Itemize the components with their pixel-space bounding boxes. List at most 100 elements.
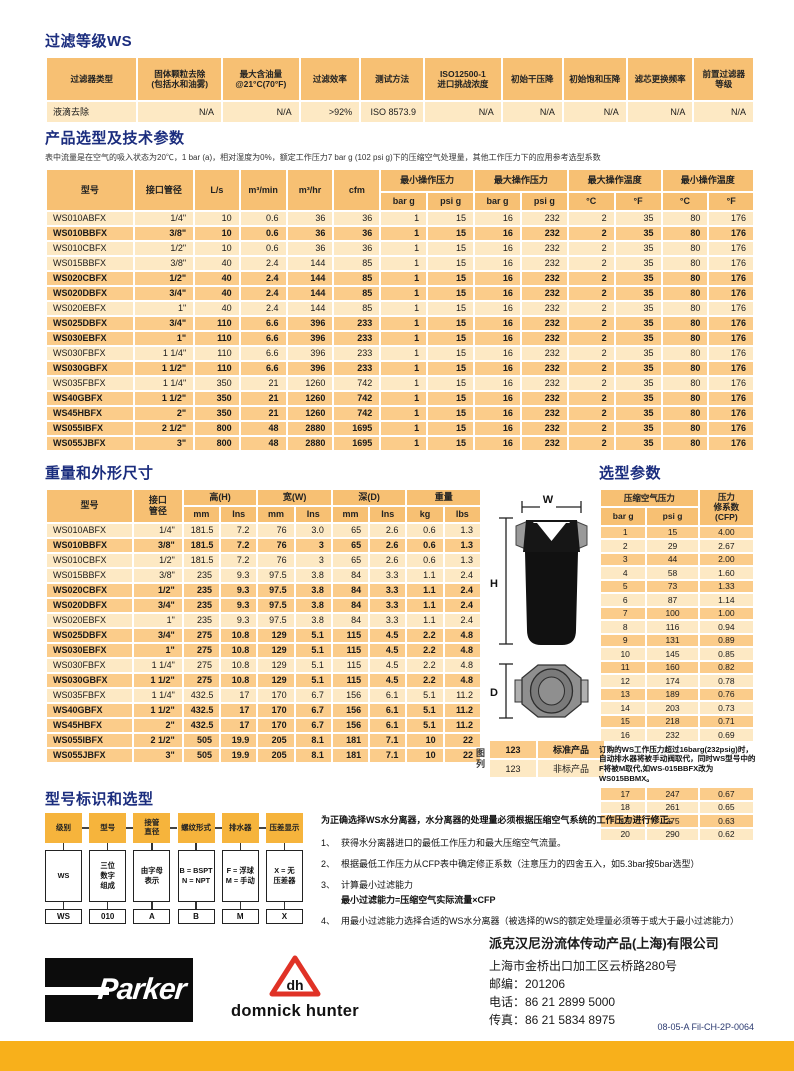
table-row: 20 290 0.62 [601, 828, 753, 840]
note-item-3: 3、 计算最小过滤能力 [321, 878, 759, 891]
table-cell: 3.8 [295, 613, 331, 627]
table-cell: 0.6 [407, 538, 443, 552]
table-cell: 176 [709, 347, 753, 360]
table-cell: 1 1/2" [134, 673, 182, 687]
table-cell: 0.85 [699, 648, 753, 660]
table-cell: 10 [195, 242, 239, 255]
table-cell: 247 [647, 788, 698, 800]
table-cell: 3.3 [370, 568, 406, 582]
coding-column-grade: 级别 WS WS [45, 813, 89, 935]
table-cell: 396 [287, 347, 333, 360]
table-cell: 232 [521, 257, 567, 270]
table-cell: 15 [428, 317, 474, 330]
table-cell: 275 [647, 815, 698, 827]
table-cell: 35 [615, 437, 661, 450]
section-title-filtration-grade: 过滤等级WS [45, 33, 133, 50]
table-cell: 3.3 [370, 598, 406, 612]
table-cell: 35 [615, 302, 661, 315]
table-cell: WS010BBFX [47, 538, 133, 552]
table-cell: WS030FBFX [47, 347, 133, 360]
table-cell: 11.2 [444, 718, 480, 732]
table-cell: 110 [195, 362, 239, 375]
table-cell: WS020CBFX [47, 583, 133, 597]
table-cell: 176 [709, 332, 753, 345]
table-cell: 505 [183, 733, 220, 747]
table-row: WS035FBFX 1 1/4" 350 21 1260 742 1 15 16 232 2 35 80… [47, 377, 753, 390]
table-cell: 2.6 [370, 538, 406, 552]
table-cell: N/A [627, 102, 693, 122]
table-cell: 15 [428, 227, 474, 240]
table-cell: 80 [662, 317, 708, 330]
table-cell: 129 [258, 643, 294, 657]
table-cell: 80 [662, 437, 708, 450]
coding-description: 三位 数字 组成 [89, 850, 127, 902]
sub-header: psi g [521, 193, 567, 210]
column-header: ISO12500-1 进口挑战浓度 [425, 58, 501, 100]
table-cell: 液滴去除 [47, 102, 137, 122]
table-row: WS010BBFX 3/8" 181.5 7.2 76 3 65 2.6 0.6 1.3 [47, 538, 480, 552]
table-cell: 432.5 [183, 688, 220, 702]
sub-header: psi g [647, 508, 698, 525]
table-cell: 36 [334, 227, 380, 240]
sub-header: °F [709, 193, 753, 210]
table-cell: 432.5 [183, 703, 220, 717]
filter-outline-diagram: W H D [476, 492, 605, 777]
legend-row-standard: 123 标准产品 [490, 741, 605, 758]
table-row: WS025DBFX 3/4" 275 10.8 129 5.1 115 4.5 2.2 4.8 [47, 628, 480, 642]
table-cell: 1" [134, 332, 194, 345]
table-cell: 0.67 [699, 788, 753, 800]
table-cell: WS055JBFX [47, 437, 133, 450]
table-cell: 35 [615, 242, 661, 255]
column-header: 过滤器类型 [47, 58, 137, 100]
table-cell: N/A [694, 102, 753, 122]
table-cell: 205 [258, 748, 294, 762]
table-cell: 35 [615, 317, 661, 330]
table-cell: 0.6 [407, 553, 443, 567]
table-cell: 16 [475, 257, 520, 270]
table-cell: 12 [601, 675, 646, 687]
table-cell: 85 [334, 272, 380, 285]
table-cell: 44 [647, 553, 698, 566]
table-cell: 176 [709, 227, 753, 240]
dim-label-h: H [490, 578, 498, 590]
sub-header: kg [407, 506, 443, 522]
connector-line [106, 843, 109, 850]
table-header-row: 过滤器类型 固体颗粒去除 (包括水和油雾) 最大含油量 @21°C(70°F) … [47, 58, 753, 100]
table-cell: 233 [334, 347, 380, 360]
table-cell: 2 [568, 317, 614, 330]
table-cell: 232 [521, 332, 567, 345]
cfp-body-17-20: 17 247 0.67 18 261 0.65 19 275 0.63 20 290 0.62 [601, 788, 753, 840]
table-cell: 1 [381, 317, 427, 330]
table-cell: 80 [662, 272, 708, 285]
table-cell: 7.2 [221, 523, 257, 537]
table-cell: WS030EBFX [47, 332, 133, 345]
table-row: 14 203 0.73 [601, 702, 753, 714]
dim-label-d: D [490, 687, 498, 699]
table-cell: 1 [381, 212, 427, 225]
coding-example: B [177, 909, 215, 924]
table-cell: 1 [381, 302, 427, 315]
table-cell: 0.94 [699, 621, 753, 633]
table-cell: 0.69 [699, 729, 753, 741]
table-cell: 170 [258, 688, 294, 702]
table-cell: 97.5 [258, 568, 294, 582]
sub-header: °C [662, 193, 708, 210]
connector-line [151, 902, 153, 909]
table-cell: 16 [475, 242, 520, 255]
table-row: 10 145 0.85 [601, 648, 753, 660]
table-cell: 19 [601, 815, 646, 827]
table-row: 18 261 0.65 [601, 801, 753, 813]
table-cell: 5.1 [407, 718, 443, 732]
table-cell: 3/4" [134, 317, 194, 330]
coding-example: M [221, 909, 259, 924]
table-subheader-row: bar g psi g [601, 508, 753, 525]
table-cell: 48 [240, 422, 286, 435]
table-cell: 1 [381, 377, 427, 390]
note-text: 用最小过滤能力选择合适的WS水分离器（被选择的WS的额定处理量必须等于或大于最小… [341, 916, 739, 926]
table-cell: 2 [568, 212, 614, 225]
coding-header: 压差显示 [265, 813, 303, 843]
table-cell: 261 [647, 801, 698, 813]
table-cell: 0.73 [699, 702, 753, 714]
table-cell: 16 [475, 272, 520, 285]
table-cell: 2.4 [444, 613, 480, 627]
